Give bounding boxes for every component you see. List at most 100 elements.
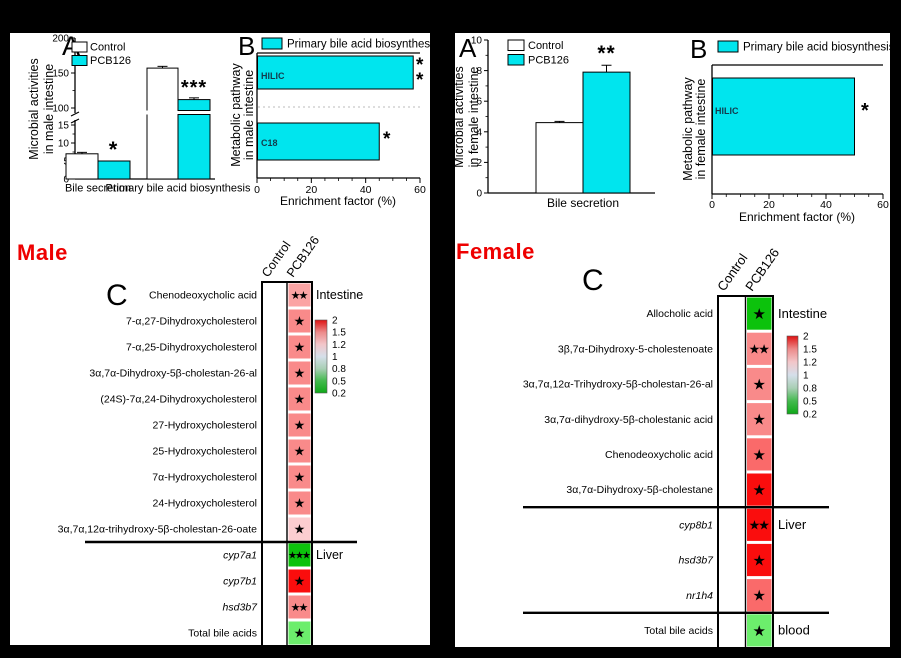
bar bbox=[177, 114, 211, 180]
colorbar-tick: 2 bbox=[332, 316, 338, 327]
colorbar-tick: 0.2 bbox=[803, 410, 817, 421]
metabolite-label: cyp7a1 bbox=[223, 550, 257, 562]
significance: * bbox=[109, 137, 118, 162]
y-axis-title: in female intestine bbox=[694, 79, 708, 180]
heatmap-cell bbox=[288, 543, 311, 567]
metabolite-label: Total bile acids bbox=[644, 625, 713, 637]
significance: * bbox=[383, 129, 391, 150]
panel-letter: C bbox=[106, 279, 128, 312]
y-tick-label: 0 bbox=[63, 175, 69, 186]
metabolite-label: 25-Hydroxycholesterol bbox=[153, 446, 257, 458]
significance-stars: ★ bbox=[294, 314, 306, 329]
panel-B: B Primary bile acid biosynthesis HILIC * 0 20… bbox=[681, 34, 890, 224]
column-header: PCB126 bbox=[284, 234, 322, 280]
y-tick-label: 4 bbox=[476, 127, 482, 138]
metabolite-label: 3α,7α-Dihydroxy-5β-cholestane bbox=[566, 484, 713, 496]
colorbar-tick: 0.5 bbox=[332, 376, 346, 387]
metabolite-label: hsd3b7 bbox=[679, 555, 715, 567]
x-tick-label: 0 bbox=[709, 199, 715, 211]
female-figure-panel: A 0 2 4 6 8 10 Microbial activities in female in… bbox=[455, 33, 890, 647]
bar bbox=[712, 77, 855, 156]
colorbar-tick: 1.2 bbox=[332, 340, 346, 351]
significance-stars: ★★ bbox=[749, 341, 770, 356]
heatmap-cell bbox=[288, 283, 311, 307]
colorbar-tick: 0.5 bbox=[803, 397, 817, 408]
metabolite-label: 3α,7α-dihydroxy-5β-cholestanic acid bbox=[544, 414, 713, 426]
x-tick-label: 40 bbox=[360, 184, 372, 196]
metabolite-label: 7-α,25-Dihydroxycholesterol bbox=[126, 342, 257, 354]
tissue-label: Liver bbox=[316, 548, 343, 562]
colorbar-tick: 0.8 bbox=[803, 384, 817, 395]
x-category: Bile secretion bbox=[65, 183, 131, 195]
heatmap-cell bbox=[747, 614, 772, 647]
bar bbox=[535, 122, 584, 194]
significance-stars: ★ bbox=[294, 366, 306, 381]
y-axis-title: in female intestine bbox=[467, 67, 481, 168]
metabolite-label: nr1h4 bbox=[686, 590, 713, 602]
significance-stars: ★★ bbox=[749, 517, 770, 532]
panel-letter: B bbox=[238, 33, 255, 61]
heatmap-cell bbox=[288, 413, 311, 437]
colorbar-tick: 0.8 bbox=[332, 364, 346, 375]
significance-stars: ★ bbox=[294, 470, 306, 485]
legend-swatch bbox=[717, 40, 739, 53]
panel-letter: A bbox=[459, 33, 477, 63]
bar bbox=[177, 99, 211, 111]
significance: *** bbox=[181, 77, 207, 99]
colorbar bbox=[314, 319, 328, 394]
heatmap-cell bbox=[288, 465, 311, 489]
axis-break-mark bbox=[70, 118, 80, 124]
significance-stars: ★ bbox=[753, 623, 766, 640]
y-tick-label: 0 bbox=[476, 189, 482, 200]
legend-swatch bbox=[261, 37, 283, 50]
metabolite-label: Allocholic acid bbox=[646, 308, 713, 320]
x-tick-label: 60 bbox=[414, 184, 426, 196]
bar-inner-label: HILIC bbox=[715, 106, 739, 116]
colorbar-tick: 1 bbox=[803, 371, 809, 382]
bar bbox=[146, 67, 179, 180]
x-tick-label: 40 bbox=[820, 199, 832, 211]
significance: * bbox=[416, 70, 424, 91]
colorbar-tick: 0.2 bbox=[332, 389, 346, 400]
heatmap-cell bbox=[288, 439, 311, 463]
heatmap-cell bbox=[288, 335, 311, 359]
heatmap-cell bbox=[747, 579, 772, 612]
bar bbox=[257, 55, 414, 90]
metabolite-label: Chenodeoxycholic acid bbox=[149, 290, 257, 302]
y-tick-label: 200 bbox=[52, 34, 69, 45]
x-tick-label: 20 bbox=[305, 184, 317, 196]
legend-swatch bbox=[71, 41, 88, 53]
heatmap-cell bbox=[288, 361, 311, 385]
heatmap-cell bbox=[288, 309, 311, 333]
significance-stars: ★ bbox=[753, 412, 766, 429]
metabolite-label: (24S)-7α,24-Dihydroxycholesterol bbox=[100, 394, 257, 406]
bar-inner-label: HILIC bbox=[261, 71, 285, 81]
legend-label: PCB126 bbox=[90, 55, 131, 67]
metabolite-label: 3α,7α,12α-Trihydroxy-5β-cholestan-26-al bbox=[523, 379, 713, 391]
significance-stars: ★★★ bbox=[288, 551, 311, 562]
legend-swatch bbox=[507, 54, 525, 66]
bar bbox=[65, 153, 99, 180]
significance-stars: ★ bbox=[294, 496, 306, 511]
legend-label: Primary bile acid biosynthesis bbox=[287, 39, 430, 51]
colorbar-tick: 1 bbox=[332, 352, 338, 363]
significance-stars: ★ bbox=[753, 447, 766, 464]
significance: ** bbox=[597, 42, 615, 65]
panel-A: A 0 2 4 6 8 10 Microbial activities in female in… bbox=[455, 33, 655, 210]
x-tick-label: 0 bbox=[254, 184, 260, 196]
significance-stars: ★ bbox=[753, 376, 766, 393]
metabolite-label: 24-Hydroxycholesterol bbox=[153, 498, 257, 510]
heatmap-cell bbox=[288, 595, 311, 619]
x-category: Bile secretion bbox=[547, 196, 619, 210]
legend-label: Control bbox=[90, 42, 125, 54]
female-section-label: Female bbox=[456, 239, 535, 264]
legend-label: PCB126 bbox=[528, 55, 569, 67]
heatmap-cell bbox=[747, 473, 772, 506]
heatmap-cell bbox=[288, 387, 311, 411]
colorbar-tick: 1.5 bbox=[803, 345, 817, 356]
colorbar bbox=[786, 335, 799, 415]
significance-stars: ★ bbox=[294, 340, 306, 355]
